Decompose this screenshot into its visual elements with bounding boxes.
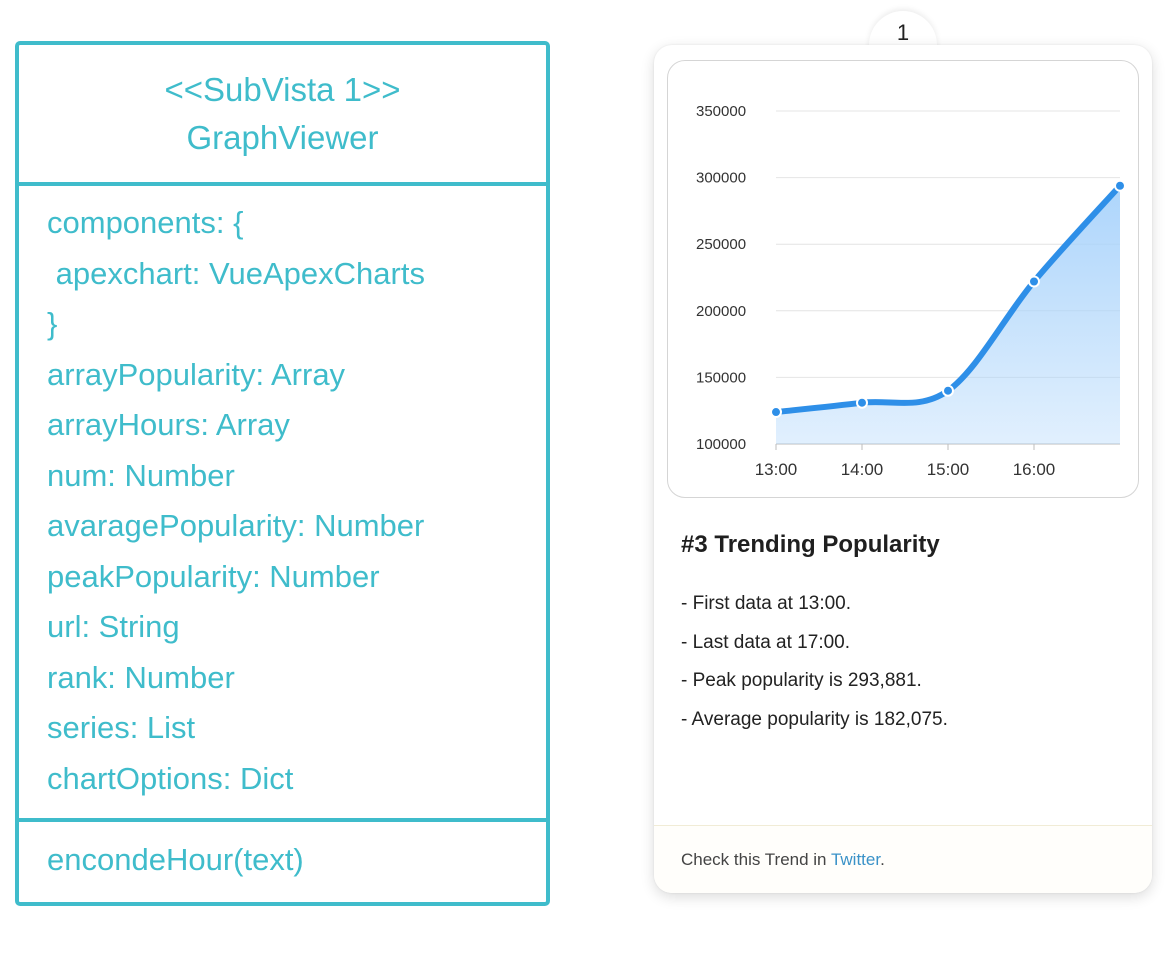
series-line xyxy=(773,182,1123,416)
x-tick-label: 14:00 xyxy=(841,460,884,479)
footer-prefix: Check this Trend in xyxy=(681,850,831,869)
uml-methods: encondeHour(text) xyxy=(19,822,546,884)
uml-class-header: <<SubVista 1>> GraphViewer xyxy=(19,45,546,186)
y-tick-label: 300000 xyxy=(696,170,746,187)
y-tick-label: 200000 xyxy=(696,303,746,320)
uml-attribute: arrayPopularity: Array xyxy=(47,356,346,392)
uml-attribute: avaragePopularity: Number xyxy=(47,508,425,543)
footer-text: Check this Trend in Twitter. xyxy=(681,850,885,870)
uml-stereotype: <<SubVista 1>> xyxy=(164,70,401,108)
uml-attribute: chartOptions: Dict xyxy=(47,760,294,796)
uml-attribute: } xyxy=(47,306,58,341)
summary-line: - Peak popularity is 293,881. xyxy=(681,670,922,691)
x-tick-label: 13:00 xyxy=(755,460,798,479)
uml-attributes: components: { apexchart: VueApexCharts }… xyxy=(19,186,546,822)
uml-method: encondeHour(text) xyxy=(47,842,304,877)
data-point xyxy=(856,396,868,409)
data-point xyxy=(1028,275,1040,288)
twitter-link[interactable]: Twitter xyxy=(830,850,881,869)
uml-class-box: <<SubVista 1>> GraphViewer components: {… xyxy=(15,41,550,906)
x-tick-label: 16:00 xyxy=(1013,460,1056,479)
data-point xyxy=(770,406,782,419)
uml-class-name: GraphViewer xyxy=(186,118,379,156)
series-area xyxy=(776,185,1120,444)
data-point xyxy=(942,384,954,397)
uml-attribute: url: String xyxy=(47,609,180,644)
summary-line: - Last data at 17:00. xyxy=(681,631,851,653)
data-point xyxy=(1114,179,1126,192)
uml-attribute: rank: Number xyxy=(47,659,235,695)
summary-line: - First data at 13:00. xyxy=(681,593,852,614)
footer-suffix: . xyxy=(880,850,885,869)
uml-attribute: components: { xyxy=(47,205,244,240)
summary-line: - Average popularity is 182,075. xyxy=(681,708,948,730)
y-tick-label: 150000 xyxy=(696,369,746,386)
card-footer: Check this Trend in Twitter. xyxy=(654,825,1152,893)
y-tick-label: 250000 xyxy=(696,236,746,253)
uml-attribute: apexchart: VueApexCharts xyxy=(47,255,425,291)
uml-attribute: series: List xyxy=(47,710,196,745)
uml-attribute: num: Number xyxy=(47,457,235,493)
y-tick-label: 100000 xyxy=(696,436,746,453)
chart-container: 350000 300000 250000 200000 150000 100000 13:0… xyxy=(667,60,1139,498)
card-title: #3 Trending Popularity xyxy=(681,531,940,558)
uml-attribute: peakPopularity: Number xyxy=(47,558,380,594)
y-tick-label: 350000 xyxy=(696,103,746,120)
trend-card: 350000 300000 250000 200000 150000 100000 13:0… xyxy=(654,45,1152,893)
card-summary: - First data at 13:00. - Last data at 17… xyxy=(681,585,948,739)
x-tick-label: 15:00 xyxy=(927,460,970,479)
popularity-chart: 350000 300000 250000 200000 150000 100000 13:0… xyxy=(696,103,1126,479)
uml-attribute: arrayHours: Array xyxy=(47,407,290,442)
